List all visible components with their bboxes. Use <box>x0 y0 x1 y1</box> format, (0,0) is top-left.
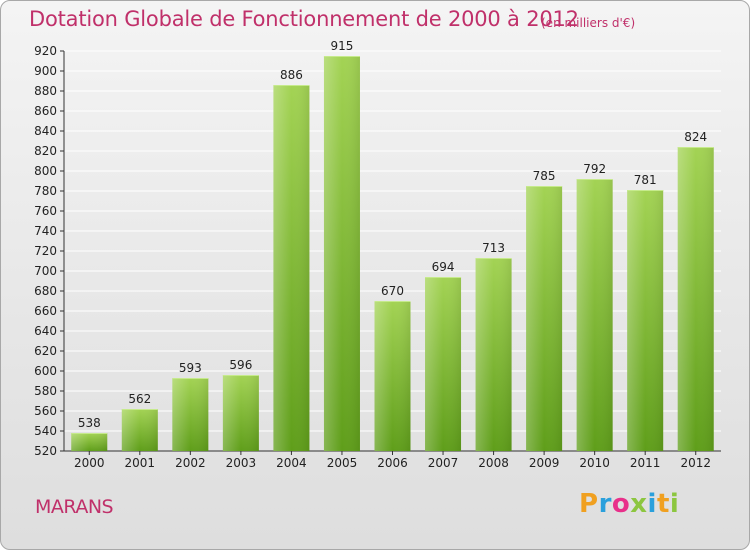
bar-highlight <box>677 147 714 451</box>
data-label: 781 <box>634 173 657 187</box>
y-tick-label: 560 <box>34 404 57 418</box>
y-tick-label: 760 <box>34 204 57 218</box>
bar-highlight <box>172 378 209 451</box>
logo-letter: i <box>669 489 680 519</box>
y-tick-label: 780 <box>34 184 57 198</box>
data-label: 596 <box>229 358 252 372</box>
bar-highlight <box>121 409 158 451</box>
bar-highlight <box>323 56 360 451</box>
y-tick-label: 880 <box>34 84 57 98</box>
proxiti-logo: Proxiti <box>579 489 679 519</box>
x-tick-label: 2002 <box>175 456 206 470</box>
data-label: 593 <box>179 361 202 375</box>
y-tick-label: 840 <box>34 124 57 138</box>
logo-letter: x <box>630 489 648 519</box>
y-tick-label: 680 <box>34 284 57 298</box>
logo-letter: P <box>579 489 599 519</box>
x-tick-label: 2010 <box>579 456 610 470</box>
x-tick-label: 2006 <box>377 456 408 470</box>
bar-highlight <box>475 258 512 451</box>
y-tick-label: 740 <box>34 224 57 238</box>
y-tick-label: 660 <box>34 304 57 318</box>
bar-highlight <box>526 186 563 451</box>
bar-highlight <box>374 301 411 451</box>
data-label: 792 <box>583 162 606 176</box>
y-tick-label: 640 <box>34 324 57 338</box>
data-label: 785 <box>533 169 556 183</box>
y-tick-label: 620 <box>34 344 57 358</box>
data-label: 670 <box>381 284 404 298</box>
x-tick-label: 2012 <box>680 456 711 470</box>
x-tick-label: 2011 <box>630 456 661 470</box>
bar-highlight <box>273 85 310 451</box>
chart-title: Dotation Globale de Fonctionnement de 20… <box>29 7 579 31</box>
y-tick-label: 800 <box>34 164 57 178</box>
x-tick-label: 2003 <box>226 456 257 470</box>
data-label: 824 <box>684 130 707 144</box>
x-tick-label: 2001 <box>125 456 156 470</box>
logo-letter: t <box>656 489 670 519</box>
y-tick-label: 580 <box>34 384 57 398</box>
logo-letter: r <box>598 489 612 519</box>
y-tick-label: 900 <box>34 64 57 78</box>
data-label: 562 <box>128 392 151 406</box>
x-tick-label: 2004 <box>276 456 307 470</box>
bar-highlight <box>222 375 259 451</box>
logo-letter: o <box>611 489 631 519</box>
x-tick-label: 2005 <box>327 456 358 470</box>
bar-highlight <box>425 277 462 451</box>
data-label: 886 <box>280 68 303 82</box>
bar-highlight <box>71 433 108 451</box>
y-tick-label: 720 <box>34 244 57 258</box>
y-tick-label: 920 <box>34 44 57 58</box>
data-label: 713 <box>482 241 505 255</box>
bar-highlight <box>576 179 613 451</box>
y-tick-label: 600 <box>34 364 57 378</box>
bars <box>71 56 714 451</box>
y-tick-label: 540 <box>34 424 57 438</box>
y-tick-label: 860 <box>34 104 57 118</box>
data-label: 538 <box>78 416 101 430</box>
y-tick-label: 700 <box>34 264 57 278</box>
data-label: 915 <box>331 39 354 53</box>
x-tick-label: 2007 <box>428 456 459 470</box>
x-tick-label: 2008 <box>478 456 509 470</box>
chart-subtitle: (en milliers d'€) <box>541 16 636 30</box>
data-labels: 538 562 593 596 886 915 670 694 713 785 792 781 824 <box>78 39 707 430</box>
x-tick-label: 2000 <box>74 456 105 470</box>
bar-highlight <box>627 190 664 451</box>
logo-letter: i <box>647 489 657 519</box>
y-tick-label: 520 <box>34 444 57 458</box>
commune-name: MARANS <box>35 496 114 518</box>
x-tick-label: 2009 <box>529 456 560 470</box>
y-tick-label: 820 <box>34 144 57 158</box>
data-label: 694 <box>432 260 455 274</box>
